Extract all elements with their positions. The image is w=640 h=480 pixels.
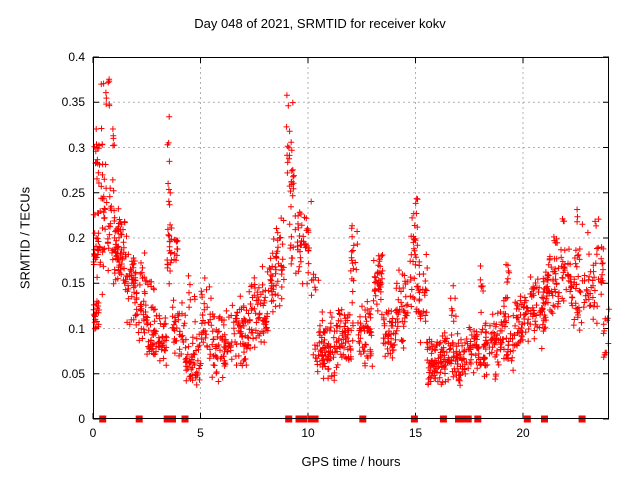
- x-tick-label: 5: [197, 426, 204, 440]
- y-tick-label: 0: [78, 412, 85, 426]
- x-tick-label: 15: [408, 426, 423, 440]
- scatter-plot-svg: [90, 56, 612, 423]
- plot-area: [90, 56, 612, 423]
- x-axis-title: GPS time / hours: [301, 454, 401, 469]
- y-tick-label: 0.2: [68, 231, 85, 245]
- y-tick-label: 0.15: [61, 276, 85, 291]
- y-tick-label: 0.05: [61, 366, 85, 381]
- y-tick-label: 0.3: [68, 140, 85, 155]
- y-tick-label: 0.4: [68, 50, 85, 64]
- chart-title: Day 048 of 2021, SRMTID for receiver kok…: [194, 16, 446, 31]
- y-tick-label: 0.1: [68, 321, 85, 336]
- y-tick-label: 0.25: [61, 185, 85, 200]
- plot-border: [93, 57, 609, 419]
- x-tick-label: 0: [89, 426, 97, 440]
- x-tick-label: 10: [301, 426, 315, 440]
- x-tick-label: 20: [516, 426, 530, 440]
- scatter-plus-markers: [90, 76, 612, 389]
- axis-ticks: [92, 56, 609, 420]
- y-tick-label: 0.35: [61, 95, 85, 110]
